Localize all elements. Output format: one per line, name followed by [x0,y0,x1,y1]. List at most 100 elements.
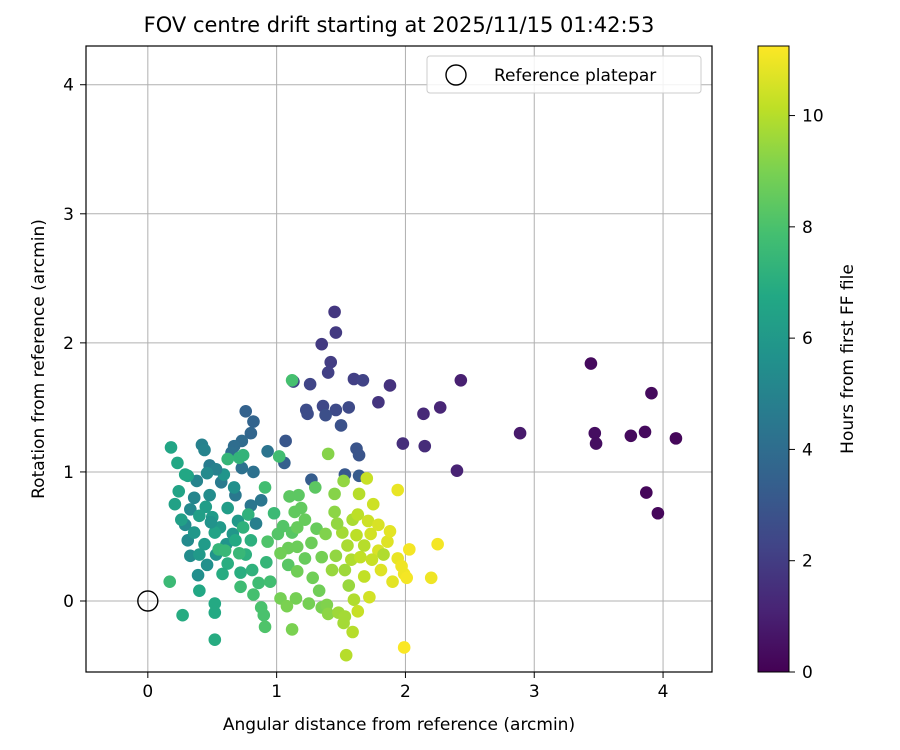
data-point [624,429,638,443]
y-axis-label: Rotation from reference (arcmin) [29,219,49,499]
x-tick-label: 0 [142,682,153,702]
data-point [176,608,189,622]
data-point [589,437,603,450]
data-point [285,373,299,387]
x-axis-label: Angular distance from reference (arcmin) [223,715,575,735]
data-point [229,534,242,547]
data-point [298,552,312,565]
data-point [208,526,222,539]
data-point [319,408,332,422]
data-point [383,379,397,392]
data-point [301,407,314,421]
data-point [172,484,186,498]
data-point [321,366,335,379]
data-point [303,377,317,391]
legend-box [426,55,702,94]
data-point [241,508,255,521]
data-point [199,500,213,514]
data-point [424,571,438,585]
data-point [252,576,265,590]
colorbar-tick-label: 4 [802,440,813,460]
data-point [377,548,390,561]
data-point [352,448,366,462]
data-point [357,570,371,583]
data-point [258,620,272,634]
data-point [235,461,249,475]
data-point [334,419,348,432]
data-point [290,565,304,578]
colorbar-gradient [757,45,790,673]
data-point [274,546,287,560]
data-point [346,625,359,639]
data-point [247,465,260,479]
data-point [171,456,184,470]
data-point [351,508,365,521]
x-axis-ticks: 0 1 2 3 4 [142,672,668,702]
data-point [337,616,350,630]
data-point [391,483,405,497]
data-point [290,540,304,554]
data-point [178,468,192,481]
y-tick-label: 1 [63,463,74,483]
data-point [339,648,353,662]
y-tick-label: 4 [63,76,74,96]
data-point [208,606,222,619]
x-tick-label: 1 [271,682,282,702]
data-point [164,441,178,454]
data-point [193,584,206,597]
data-point [356,373,370,387]
data-point [289,592,303,605]
data-point [363,590,376,604]
data-point [168,497,182,511]
data-point [341,539,354,552]
data-point [381,535,394,548]
data-point [584,357,598,370]
colorbar-label: Hours from first FF file [838,264,858,454]
data-point [208,597,222,610]
data-point [234,580,247,594]
data-point [191,568,205,582]
data-point [669,432,683,445]
data-point [261,444,274,458]
data-point [305,536,318,550]
data-point [364,527,377,541]
data-point [329,403,343,417]
x-tick-label: 2 [400,682,411,702]
data-point [329,549,343,563]
data-point [200,466,214,480]
data-point [260,555,273,569]
data-point [292,488,305,502]
y-tick-label: 0 [63,592,74,612]
data-point [280,599,294,613]
data-point [350,528,363,542]
data-point [216,567,229,581]
grid-lines [86,46,712,672]
data-point [218,544,232,557]
data-point [315,550,329,564]
data-point [321,447,335,461]
data-point [418,439,432,453]
data-point [200,558,214,572]
data-point [361,514,375,528]
data-point [450,464,464,477]
data-point [645,386,658,400]
data-point [396,437,410,450]
data-point [342,579,356,592]
data-point [198,443,211,457]
data-point [244,426,258,440]
data-point [315,337,329,351]
reference-platepar-marker [137,590,159,612]
data-point [193,509,206,523]
data-point [651,506,665,520]
x-tick-label: 3 [529,682,540,702]
data-point [354,550,367,564]
data-point [365,553,379,567]
data-point [279,434,292,448]
colorbar-tick-label: 2 [802,552,813,572]
data-point [221,452,234,466]
data-point [239,404,253,418]
data-point [325,563,339,577]
data-point [338,563,352,577]
data-point [198,537,211,551]
